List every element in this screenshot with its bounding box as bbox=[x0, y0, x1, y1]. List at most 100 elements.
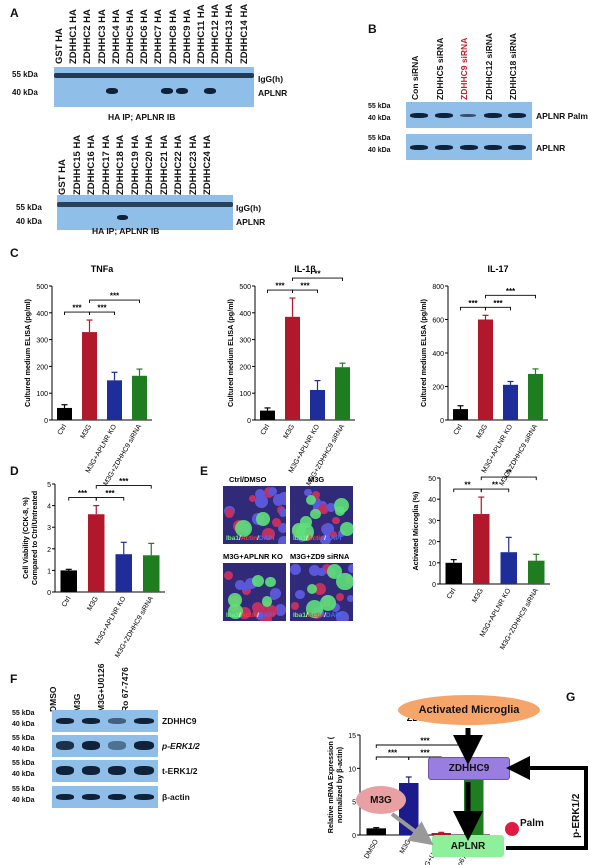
significance-label: *** bbox=[420, 737, 430, 746]
significance-bracket bbox=[292, 277, 343, 282]
significance-label: ** bbox=[314, 270, 321, 279]
kda-55: 55 kDa bbox=[12, 70, 38, 79]
stain-actin: Actin bbox=[307, 535, 325, 542]
stain-slash: / bbox=[257, 535, 259, 542]
blot-band bbox=[82, 718, 100, 724]
y-tick-label: 300 bbox=[36, 338, 48, 345]
y-axis-label: Cell Viability (CCK-8, %)Compared to Ctr… bbox=[21, 491, 39, 585]
micrograph-label: M3G+ZD9 siRNA bbox=[290, 552, 350, 561]
nucleus bbox=[262, 527, 276, 541]
blot-band bbox=[460, 145, 478, 150]
nucleus bbox=[336, 592, 345, 601]
significance-bracket bbox=[292, 289, 318, 294]
bar bbox=[82, 332, 97, 420]
nucleus bbox=[255, 612, 264, 620]
aplnr-label: APLNR bbox=[536, 143, 566, 153]
blot-band bbox=[134, 766, 154, 775]
nucleus bbox=[329, 531, 337, 539]
blot-band bbox=[134, 718, 154, 724]
x-tick-label: Ctrl bbox=[453, 423, 465, 436]
lane-label: M3G bbox=[72, 693, 82, 712]
y-tick-label: 800 bbox=[432, 284, 444, 291]
nucleus bbox=[271, 518, 281, 528]
nucleus bbox=[235, 579, 245, 590]
microglia-cell bbox=[300, 515, 312, 528]
x-tick-label: M3G bbox=[471, 588, 485, 605]
significance-bracket bbox=[480, 476, 537, 481]
microglia-cell bbox=[295, 522, 314, 541]
significance-label: *** bbox=[506, 287, 516, 296]
bar bbox=[57, 407, 72, 420]
nucleus bbox=[317, 567, 326, 577]
y-tick-label: 1 bbox=[47, 568, 51, 575]
aplnr-node: APLNR bbox=[432, 835, 504, 857]
nucleus bbox=[224, 571, 234, 581]
nucleus bbox=[267, 487, 277, 497]
stain-slash: / bbox=[239, 535, 241, 542]
stain-actin: Actin bbox=[240, 612, 258, 619]
significance-label: *** bbox=[493, 299, 503, 308]
significance-label: *** bbox=[110, 292, 120, 301]
stain-legend: Iba1/Actin/DAPI bbox=[293, 535, 341, 542]
blot-band bbox=[117, 215, 128, 220]
stain-slash: / bbox=[306, 535, 308, 542]
palm-dot bbox=[505, 822, 519, 836]
y-tick-label: 300 bbox=[239, 338, 251, 345]
panel-b-blot-palm bbox=[406, 102, 532, 128]
bar bbox=[132, 375, 147, 420]
significance-label: ** bbox=[464, 481, 471, 490]
stain-iba1: Iba1 bbox=[226, 535, 240, 542]
panel-f-blot-row bbox=[52, 760, 158, 782]
microglia-cell bbox=[310, 509, 321, 520]
kda-40: 40 kDa bbox=[12, 88, 38, 97]
y-tick-label: 5 bbox=[352, 800, 356, 807]
significance-label: *** bbox=[78, 489, 88, 498]
blot-band bbox=[435, 113, 453, 118]
micrograph-label: M3G+APLNR KO bbox=[223, 552, 283, 561]
nucleus bbox=[304, 488, 313, 497]
nucleus bbox=[330, 602, 341, 613]
y-axis-label: Relative mRNA Expression (normalized by … bbox=[326, 736, 344, 833]
y-tick-label: 500 bbox=[36, 284, 48, 291]
y-axis-label: Cultured medium ELISA (pg/ml) bbox=[419, 298, 428, 407]
nucleus bbox=[311, 496, 322, 507]
nucleus bbox=[326, 502, 336, 512]
chart-title: TNFa bbox=[91, 264, 114, 274]
bar bbox=[88, 514, 105, 592]
nucleus bbox=[314, 582, 327, 596]
blot-row-label: β-actin bbox=[162, 792, 190, 802]
kda-55: 55 kDa bbox=[16, 203, 42, 212]
y-tick-label: 400 bbox=[432, 351, 444, 358]
stain-iba1: Iba1 bbox=[293, 535, 307, 542]
x-tick-label: M3G bbox=[80, 424, 94, 441]
nucleus bbox=[274, 604, 286, 616]
kda-55: 55 kDa bbox=[12, 710, 35, 717]
bar bbox=[335, 367, 350, 420]
significance-label: *** bbox=[72, 304, 82, 313]
microglia-cell bbox=[251, 574, 265, 588]
y-tick-label: 40 bbox=[428, 497, 436, 504]
bar bbox=[310, 389, 325, 420]
stain-legend: Iba1/Actin/DAPI bbox=[226, 535, 274, 542]
micrograph-image: Iba1/Actin/DAPI bbox=[290, 563, 353, 621]
panel-d-label: D bbox=[10, 464, 19, 478]
kda-40: 40 kDa bbox=[12, 746, 35, 753]
microglia-cell bbox=[306, 494, 317, 505]
y-tick-label: 2 bbox=[47, 547, 51, 554]
blot-row-label: t-ERK1/2 bbox=[162, 766, 198, 776]
nucleus bbox=[278, 492, 286, 505]
panel-a-blot-bottom bbox=[57, 195, 233, 230]
y-tick-label: 100 bbox=[239, 391, 251, 398]
nucleus bbox=[245, 577, 258, 590]
bar bbox=[107, 380, 122, 420]
y-tick-label: 50 bbox=[428, 476, 436, 483]
significance-label: *** bbox=[388, 749, 398, 758]
significance-bracket bbox=[480, 488, 510, 493]
blot-band bbox=[410, 113, 428, 118]
nucleus bbox=[278, 508, 286, 517]
nucleus bbox=[270, 591, 279, 600]
blot-band bbox=[56, 766, 74, 775]
significance-bracket bbox=[95, 485, 152, 489]
blot-row-label: p-ERK1/2 bbox=[162, 741, 200, 751]
y-tick-label: 0 bbox=[44, 418, 48, 425]
